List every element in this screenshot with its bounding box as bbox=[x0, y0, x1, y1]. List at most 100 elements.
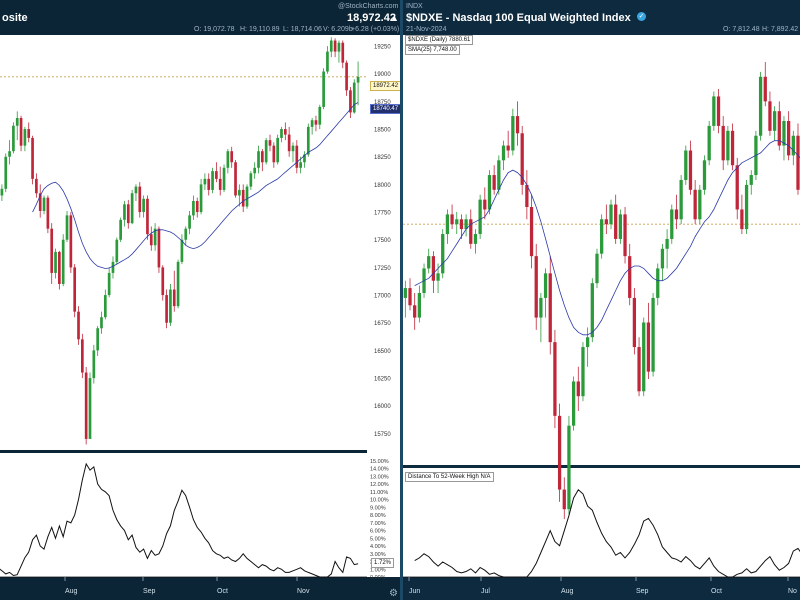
left-y-tick-label: 15750 bbox=[374, 432, 391, 438]
left-candle-body bbox=[199, 184, 203, 213]
right-x-tick-label: Jul bbox=[481, 588, 490, 595]
right-candle-body bbox=[642, 322, 646, 392]
right-candle-body bbox=[455, 219, 459, 225]
left-candle-body bbox=[218, 178, 222, 190]
left-candle-body bbox=[272, 145, 276, 163]
left-candle-body bbox=[345, 62, 348, 91]
up-arrow-icon: ▲ bbox=[390, 13, 399, 23]
right-candle-body bbox=[749, 175, 753, 185]
left-candle-body bbox=[161, 267, 165, 296]
left-candle-body bbox=[58, 251, 61, 284]
left-candle-body bbox=[130, 193, 134, 224]
right-candle-body bbox=[553, 342, 557, 416]
left-candle-body bbox=[268, 140, 272, 146]
panel-divider[interactable] bbox=[400, 0, 403, 600]
right-date: 21-Nov-2024 bbox=[406, 26, 447, 33]
right-candle-body bbox=[576, 381, 580, 397]
left-candle-body bbox=[234, 162, 237, 196]
left-high: H: 19,110.89 bbox=[240, 26, 280, 33]
right-candle-body bbox=[712, 96, 716, 126]
left-candle-body bbox=[103, 295, 107, 318]
left-candle-body bbox=[119, 219, 122, 240]
left-indicator-tick-label: 10.00% bbox=[370, 498, 389, 504]
left-open: O: 19,072.78 bbox=[194, 26, 235, 33]
right-candle-body bbox=[548, 273, 552, 343]
left-indicator-tick-label: 0.00% bbox=[370, 575, 386, 581]
right-indicator-legend: Distance To 52-Week High N/A bbox=[405, 472, 494, 482]
left-candle-body bbox=[8, 151, 11, 157]
left-candle-body bbox=[134, 186, 138, 194]
left-chart-title: osite bbox=[2, 12, 28, 24]
left-candle-body bbox=[172, 289, 176, 307]
right-candle-body bbox=[730, 130, 735, 166]
left-candle-body bbox=[356, 76, 360, 83]
right-x-tick-label: Sep bbox=[636, 588, 649, 595]
left-candle-body bbox=[226, 151, 230, 168]
left-candle-body bbox=[88, 378, 92, 439]
right-candle-body bbox=[403, 288, 407, 298]
left-candle-body bbox=[245, 186, 249, 207]
right-candle-body bbox=[674, 209, 679, 220]
right-candle-body bbox=[529, 207, 534, 257]
right-candle-body bbox=[623, 214, 627, 257]
left-y-tick-label: 18250 bbox=[374, 155, 391, 161]
left-candle-body bbox=[50, 228, 54, 273]
left-candle-body bbox=[322, 71, 325, 107]
left-candle-body bbox=[0, 188, 4, 196]
stockcharts-brand[interactable]: @StockCharts.com bbox=[338, 3, 399, 10]
right-chart-title: $NDXE - Nasdaq 100 Equal Weighted Index bbox=[406, 12, 631, 24]
right-candle-body bbox=[777, 111, 781, 146]
left-candle-body bbox=[333, 40, 337, 52]
right-candle-body bbox=[651, 297, 655, 372]
right-candle-body bbox=[726, 130, 730, 161]
left-candle-body bbox=[195, 201, 199, 213]
left-candle-body bbox=[280, 129, 283, 138]
left-y-tick-label: 16000 bbox=[374, 404, 391, 410]
left-y-tick-label: 19000 bbox=[374, 72, 391, 78]
left-candle-body bbox=[222, 167, 226, 190]
right-candle-body bbox=[483, 199, 487, 210]
right-candle-body bbox=[450, 214, 454, 225]
right-indicator-value: N/A bbox=[480, 474, 491, 480]
right-candle-body bbox=[787, 121, 791, 156]
right-exchange: INDX bbox=[406, 3, 423, 10]
right-candle-body bbox=[772, 111, 777, 131]
left-candle-body bbox=[46, 197, 50, 229]
left-candle-body bbox=[111, 261, 115, 273]
left-candle-body bbox=[157, 228, 161, 268]
right-candle-body bbox=[473, 234, 478, 244]
left-candle-body bbox=[69, 215, 73, 268]
right-candle-body bbox=[684, 150, 688, 180]
left-last-price-tag: 18972.42 bbox=[370, 81, 400, 91]
left-indicator-tick-label: 6.00% bbox=[370, 529, 386, 535]
right-candle-body bbox=[688, 150, 693, 190]
left-y-tick-label: 17500 bbox=[374, 238, 391, 244]
left-indicator-pane bbox=[0, 453, 367, 577]
right-candle-body bbox=[487, 175, 492, 210]
right-candle-body bbox=[735, 165, 739, 210]
right-candle-body bbox=[782, 121, 786, 146]
left-candle-body bbox=[35, 178, 38, 194]
right-sma-line bbox=[414, 140, 800, 336]
left-candle-body bbox=[61, 239, 65, 284]
left-candle-body bbox=[337, 42, 341, 52]
right-candle-body bbox=[539, 297, 543, 318]
left-candle-body bbox=[19, 118, 23, 146]
left-indicator-tick-label: 15.00% bbox=[370, 459, 389, 465]
right-candle-body bbox=[646, 322, 651, 372]
right-candle-body bbox=[492, 175, 496, 190]
left-candle-body bbox=[169, 289, 172, 323]
left-candle-body bbox=[295, 145, 299, 168]
left-candle-body bbox=[123, 204, 126, 220]
left-last-price: 18,972.42 bbox=[347, 12, 396, 24]
left-indicator-tick-label: 7.00% bbox=[370, 521, 386, 527]
left-chart-panel: osite @StockCharts.com 18,972.42 ▲ O: 19… bbox=[0, 3, 400, 599]
left-volume: V: 6.209b bbox=[323, 26, 353, 33]
check-circle-icon[interactable]: ✓ bbox=[637, 12, 646, 21]
settings-gear-icon[interactable]: ⚙ bbox=[389, 588, 398, 599]
left-indicator-tick-label: 12.00% bbox=[370, 482, 389, 488]
left-candle-body bbox=[291, 145, 295, 152]
left-candle-body bbox=[341, 42, 345, 63]
left-sma-tag: 18740.47 bbox=[370, 104, 400, 114]
left-indicator-tick-label: 8.00% bbox=[370, 513, 386, 519]
